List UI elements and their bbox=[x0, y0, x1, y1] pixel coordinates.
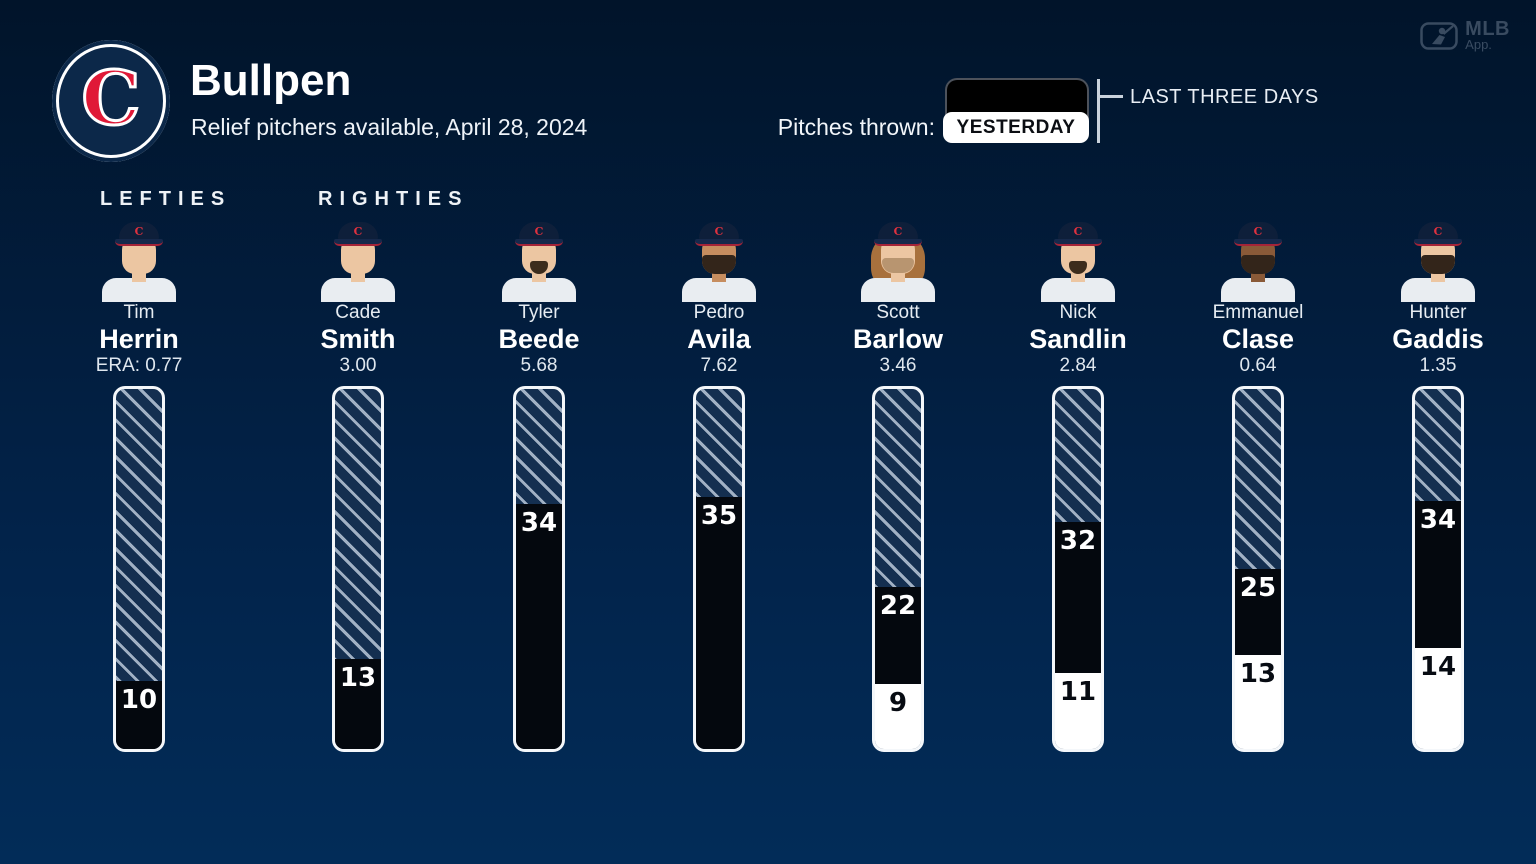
player-era: 3.00 bbox=[339, 355, 377, 376]
player-first-name: Hunter bbox=[1409, 302, 1467, 323]
yesterday-pitches-segment: 34 bbox=[1415, 500, 1461, 649]
yesterday-pitches-segment: 25 bbox=[1235, 569, 1281, 656]
player-first-name: Cade bbox=[335, 302, 381, 323]
player-headshot: C bbox=[1219, 218, 1297, 302]
pitch-count-bar: 22 9 bbox=[872, 386, 924, 752]
player-era: 1.35 bbox=[1419, 355, 1457, 376]
player-first-name: Tyler bbox=[518, 302, 560, 323]
team-cap: C bbox=[699, 222, 739, 240]
pitcher-column-sandlin: C Nick Sandlin 2.84 32 11 bbox=[993, 218, 1163, 752]
team-logo-letter: C bbox=[80, 56, 142, 142]
yesterday-pitches-segment: 22 bbox=[875, 587, 921, 685]
yesterday-pitches-segment: 35 bbox=[696, 497, 742, 749]
pitcher-column-barlow: C Scott Barlow 3.46 22 9 bbox=[813, 218, 983, 752]
player-first-name: Emmanuel bbox=[1212, 302, 1304, 323]
legend-bracket-tick bbox=[1097, 95, 1123, 98]
legend-range-label: LAST THREE DAYS bbox=[1130, 86, 1319, 108]
player-first-name: Pedro bbox=[693, 302, 745, 323]
legend-yesterday-label: YESTERDAY bbox=[943, 112, 1089, 143]
pitch-count-bar: 35 bbox=[693, 386, 745, 752]
player-headshot: C bbox=[100, 218, 178, 302]
team-cap: C bbox=[878, 222, 918, 240]
pitch-count-bar: 32 11 bbox=[1052, 386, 1104, 752]
yesterday-pitches-segment: 32 bbox=[1055, 522, 1101, 674]
player-headshot: C bbox=[1039, 218, 1117, 302]
pitcher-column-smith: C Cade Smith 3.00 13 bbox=[273, 218, 443, 752]
player-headshot: C bbox=[680, 218, 758, 302]
team-cap: C bbox=[338, 222, 378, 240]
mlb-batter-icon bbox=[1420, 21, 1458, 50]
pitch-count-bar: 25 13 bbox=[1232, 386, 1284, 752]
mlb-app-text: MLB bbox=[1465, 18, 1510, 40]
player-last-name: Avila bbox=[687, 324, 751, 354]
player-era: ERA: 0.77 bbox=[95, 355, 183, 376]
player-last-name: Herrin bbox=[99, 324, 179, 354]
pitcher-column-gaddis: C Hunter Gaddis 1.35 34 14 bbox=[1353, 218, 1523, 752]
group-label-lefties: LEFTIES bbox=[100, 188, 232, 210]
player-last-name: Clase bbox=[1221, 324, 1295, 354]
prior-days-pitches-segment: 13 bbox=[1235, 655, 1281, 749]
page-subtitle: Relief pitchers available, April 28, 202… bbox=[191, 114, 588, 140]
yesterday-pitches-segment: 13 bbox=[335, 659, 381, 749]
team-cap: C bbox=[1058, 222, 1098, 240]
player-last-name: Barlow bbox=[852, 324, 944, 354]
pitcher-column-avila: C Pedro Avila 7.62 35 bbox=[634, 218, 804, 752]
player-first-name: Tim bbox=[123, 302, 155, 323]
pitch-count-bar: 34 bbox=[513, 386, 565, 752]
team-logo: C bbox=[52, 40, 170, 162]
player-era: 7.62 bbox=[700, 355, 738, 376]
page-title: Bullpen bbox=[190, 56, 352, 105]
player-headshot: C bbox=[319, 218, 397, 302]
pitch-count-bar: 34 14 bbox=[1412, 386, 1464, 752]
player-last-name: Sandlin bbox=[1029, 324, 1127, 354]
player-last-name: Gaddis bbox=[1392, 324, 1484, 354]
group-label-righties: RIGHTIES bbox=[318, 188, 469, 210]
mlb-app-logo: MLB App. bbox=[1420, 18, 1510, 52]
pitch-count-bar: 10 bbox=[113, 386, 165, 752]
legend-bracket-line bbox=[1097, 79, 1100, 143]
team-cap: C bbox=[519, 222, 559, 240]
team-cap: C bbox=[1238, 222, 1278, 240]
player-era: 5.68 bbox=[520, 355, 558, 376]
pitcher-column-clase: C Emmanuel Clase 0.64 25 13 bbox=[1173, 218, 1343, 752]
player-era: 3.46 bbox=[879, 355, 917, 376]
player-first-name: Nick bbox=[1059, 302, 1097, 323]
player-last-name: Smith bbox=[320, 324, 396, 354]
team-cap: C bbox=[119, 222, 159, 240]
team-cap: C bbox=[1418, 222, 1458, 240]
pitcher-column-herrin: C Tim Herrin ERA: 0.77 10 bbox=[54, 218, 224, 752]
pitcher-column-beede: C Tyler Beede 5.68 34 bbox=[454, 218, 624, 752]
player-era: 0.64 bbox=[1239, 355, 1277, 376]
prior-days-pitches-segment: 14 bbox=[1415, 648, 1461, 749]
player-headshot: C bbox=[500, 218, 578, 302]
player-headshot: C bbox=[1399, 218, 1477, 302]
prior-days-pitches-segment: 9 bbox=[875, 684, 921, 749]
prior-days-pitches-segment: 11 bbox=[1055, 673, 1101, 749]
yesterday-pitches-segment: 34 bbox=[516, 504, 562, 749]
jersey bbox=[102, 278, 176, 302]
yesterday-pitch-count: 10 bbox=[120, 684, 158, 715]
yesterday-pitches-segment: 10 bbox=[116, 680, 162, 749]
pitch-count-bar: 13 bbox=[332, 386, 384, 752]
legend-prefix-label: Pitches thrown: bbox=[777, 114, 935, 140]
mlb-app-subtext: App. bbox=[1465, 37, 1492, 52]
player-era: 2.84 bbox=[1059, 355, 1097, 376]
player-first-name: Scott bbox=[876, 302, 920, 323]
player-headshot: C bbox=[859, 218, 937, 302]
player-last-name: Beede bbox=[498, 324, 580, 354]
